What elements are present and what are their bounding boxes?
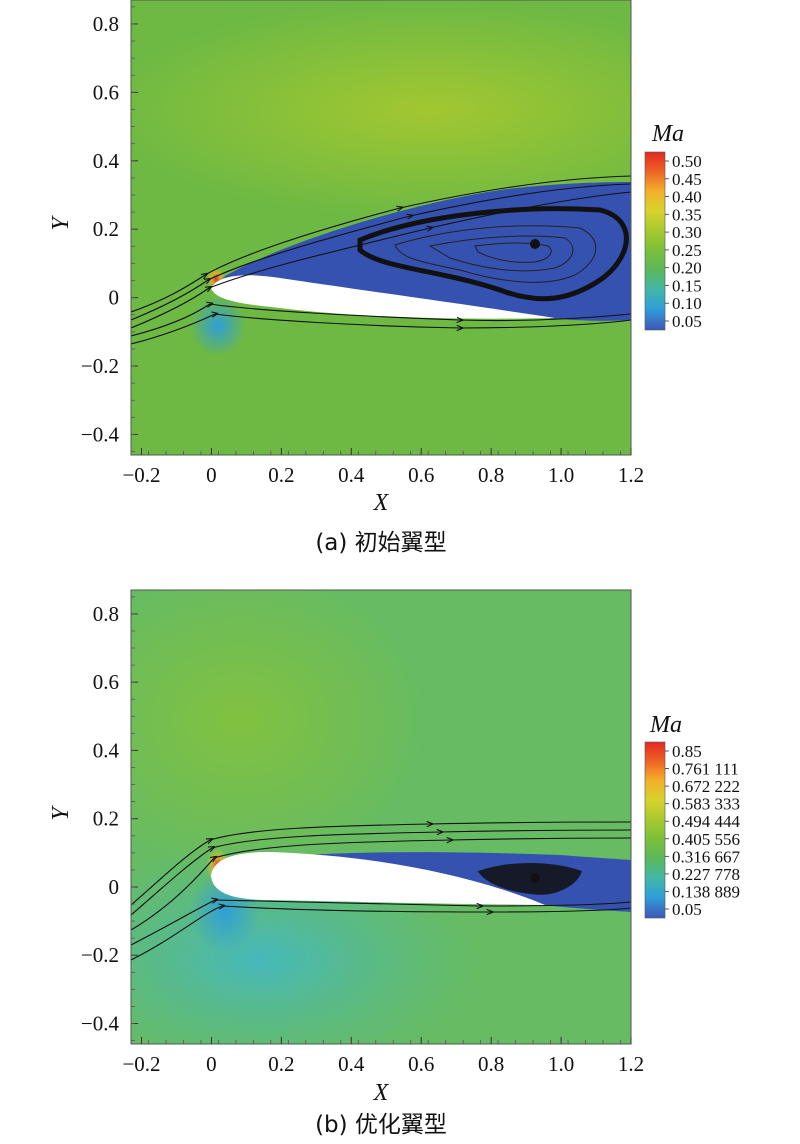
panel-a-x-tick-label: 0.8	[478, 463, 504, 487]
panel-a-y-tick-label: 0.6	[93, 80, 119, 104]
panel-b-x-tick-label: −0.2	[122, 1052, 160, 1076]
panel-b-acceleration-zone	[131, 590, 430, 880]
panel-b-y-tick-label: 0.4	[93, 738, 120, 762]
panel-a-x-tick-label: 1.0	[548, 463, 574, 487]
panel-b-y-tick-label: 0.8	[93, 602, 119, 626]
panel-a-colorbar-gradient	[644, 151, 666, 331]
panel-a-acceleration-zone	[131, 0, 631, 220]
panel-a-x-tick-label: −0.2	[122, 463, 160, 487]
panel-a-colorbar-labels: 0.500.450.400.350.300.250.200.150.100.05	[665, 152, 702, 331]
panel-b-x-axis-label: X	[373, 1080, 390, 1106]
panel-b-axes: −0.2 0 0.2 0.4 0.6 0.8 1.0 1.2 0.8 0.6 0.4 0.2 0 −0.2…	[81, 596, 644, 1076]
panel-a-colorbar-label: 0.05	[672, 312, 702, 331]
panel-b-x-tick-label: 1.0	[548, 1052, 574, 1076]
panel-b-colorbar-label: 0.405 556	[672, 830, 740, 849]
panel-a-x-tick-label: 1.2	[618, 463, 644, 487]
panel-b-y-tick-label: −0.2	[81, 943, 119, 967]
panel-a-y-tick-label: 0	[109, 286, 120, 310]
panel-b-vortex-boundary	[477, 863, 582, 895]
panel-b-colorbar-label: 0.316 667	[672, 847, 741, 866]
panel-b-streamline	[131, 830, 631, 916]
panel-a-x-axis-label: X	[373, 490, 390, 516]
panel-b-x-tick-label: 0.4	[338, 1052, 365, 1076]
panel-b-colorbar-label: 0.761 111	[672, 760, 739, 779]
panel-b-y-tick-label: 0.2	[93, 807, 119, 831]
panel-b-colorbar-title: Ma	[649, 712, 682, 738]
panel-a-colorbar-label: 0.35	[672, 205, 702, 224]
panel-a-x-tick-label: 0.2	[268, 463, 294, 487]
panel-b-y-tick-label: −0.4	[81, 1012, 120, 1036]
panel-a-colorbar-label: 0.15	[672, 276, 702, 295]
panel-a-streamlines	[131, 175, 631, 345]
panel-a-x-tick-label: 0.4	[338, 463, 365, 487]
panel-b-y-tick-label: 0	[109, 875, 120, 899]
panel-a-y-axis-label: Y	[48, 215, 74, 231]
panel-b-colorbar-gradient	[644, 741, 666, 919]
panel-a-vortex-streamline	[474, 242, 552, 263]
panel-b-colorbar-label: 0.138 889	[672, 882, 740, 901]
panel-a-x-tick-label: 0	[206, 463, 217, 487]
panel-a-axes: −0.2 0 0.2 0.4 0.6 0.8 1.0 1.2 0.8 0.6 0.4 0.2 0 −0.2…	[81, 6, 644, 487]
panel-b-x-tick-label: 1.2	[618, 1052, 644, 1076]
panel-a-caption: (a) 初始翼型	[315, 530, 446, 556]
panel-b-colorbar-label: 0.583 333	[672, 795, 740, 814]
panel-b-x-tick-label: 0.6	[408, 1052, 434, 1076]
panel-a-y-tick-label: −0.2	[81, 354, 119, 378]
panel-b-field	[131, 590, 631, 1044]
panel-b-x-tick-label: 0.2	[268, 1052, 294, 1076]
panel-b-vortex-core	[530, 873, 540, 883]
panel-a-field	[131, 0, 631, 455]
panel-a-vortex-streamline	[394, 225, 597, 283]
panel-b-colorbar-label: 0.227 778	[672, 865, 740, 884]
panel-b-caption: (b) 优化翼型	[315, 1112, 447, 1138]
panel-b: −0.2 0 0.2 0.4 0.6 0.8 1.0 1.2 0.8 0.6 0.4 0.2 0 −0.2…	[48, 589, 741, 1138]
panel-a-colorbar-label: 0.25	[672, 241, 702, 260]
panel-a-plot-frame	[130, 0, 632, 456]
panel-b-streamline	[131, 906, 631, 961]
panel-a-colorbar-label: 0.30	[672, 223, 702, 242]
panel-a-y-tick-label: 0.2	[93, 217, 119, 241]
panel-a-y-tick-label: 0.4	[93, 149, 120, 173]
panel-b-colorbar-label: 0.85	[672, 742, 702, 761]
panel-b-streamline	[131, 822, 631, 906]
panel-b-x-tick-label: 0.8	[478, 1052, 504, 1076]
panel-a-colorbar-label: 0.10	[672, 294, 702, 313]
panel-a-vortex-core	[530, 239, 540, 249]
panel-a-colorbar-label: 0.50	[672, 152, 702, 171]
panel-b-colorbar-label: 0.05	[672, 900, 702, 919]
panel-b-colorbar-label: 0.672 222	[672, 777, 740, 796]
panel-a-x-tick-label: 0.6	[408, 463, 434, 487]
panel-a: −0.2 0 0.2 0.4 0.6 0.8 1.0 1.20.80.60.40.20−0.2…	[48, 0, 702, 556]
panel-a-streamline	[131, 314, 631, 345]
panel-b-y-axis-label: Y	[48, 805, 74, 821]
panel-b-plot-frame	[130, 589, 632, 1045]
panel-b-colorbar-label: 0.494 444	[672, 812, 741, 831]
panel-a-y-tick-label: 0.8	[93, 12, 119, 36]
panel-b-x-tick-label: 0	[206, 1052, 217, 1076]
panel-a-streamline	[131, 191, 631, 329]
panel-a-colorbar-label: 0.40	[672, 188, 702, 207]
panel-b-streamline	[131, 838, 631, 931]
panel-b-streamlines	[131, 822, 631, 961]
panel-a-colorbar-label: 0.45	[672, 170, 702, 189]
panel-b-y-tick-label: 0.6	[93, 670, 119, 694]
panel-a-colorbar: Ma 0.500.450.400.350.300.250.200.150.100…	[644, 121, 702, 331]
panel-a-colorbar-title: Ma	[651, 121, 684, 147]
panel-a-vortex-streamline	[428, 235, 574, 272]
panel-b-airfoil	[211, 852, 545, 905]
panel-a-colorbar-label: 0.20	[672, 259, 702, 278]
panel-a-y-tick-label: −0.4	[81, 422, 120, 446]
